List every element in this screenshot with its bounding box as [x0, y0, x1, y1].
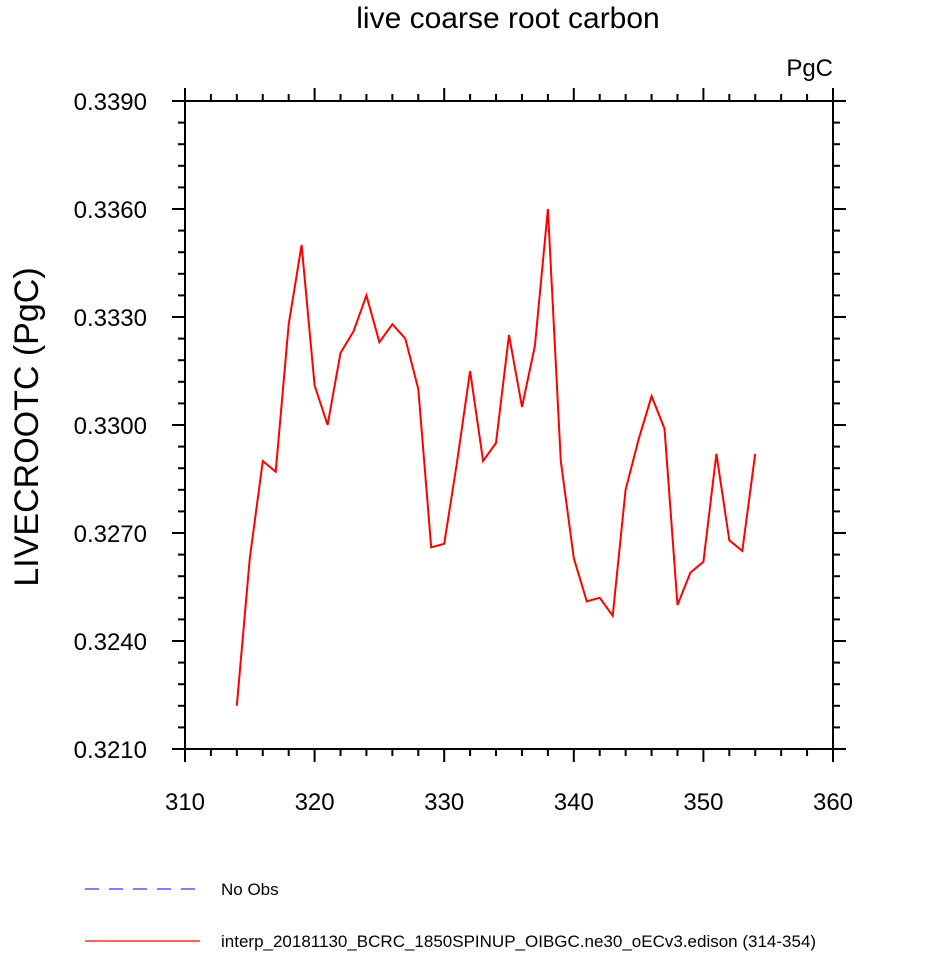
axis-ticks: [172, 88, 846, 762]
x-tick-label: 350: [683, 789, 723, 816]
y-tick-label: 0.3330: [74, 305, 147, 332]
y-tick-label: 0.3390: [74, 89, 147, 116]
legend: No Obs interp_20181130_BCRC_1850SPINUP_OI…: [85, 880, 816, 951]
units-label: PgC: [786, 55, 833, 82]
legend-label: interp_20181130_BCRC_1850SPINUP_OIBGC.ne…: [221, 932, 816, 951]
y-tick-label: 0.3300: [74, 413, 147, 440]
y-tick-label: 0.3360: [74, 197, 147, 224]
x-tick-label: 330: [424, 789, 464, 816]
x-tick-label: 360: [813, 789, 853, 816]
series-line: [235, 208, 757, 706]
y-axis-label: LIVECROOTC (PgC): [8, 267, 46, 586]
y-tick-label: 0.3210: [74, 737, 147, 764]
x-tick-label: 320: [295, 789, 335, 816]
y-tick-label: 0.3240: [74, 629, 147, 656]
series-lines: [235, 208, 757, 706]
x-tick-labels: 310 320 330 340 350 360: [165, 789, 853, 816]
legend-label: No Obs: [221, 880, 279, 899]
chart-title: live coarse root carbon: [356, 2, 660, 35]
y-tick-labels: 0.3210 0.3240 0.3270 0.3300 0.3330 0.3360 0.33…: [74, 89, 147, 764]
x-tick-label: 340: [554, 789, 594, 816]
x-tick-label: 310: [165, 789, 205, 816]
y-tick-label: 0.3270: [74, 521, 147, 548]
plot-frame: [184, 100, 834, 750]
